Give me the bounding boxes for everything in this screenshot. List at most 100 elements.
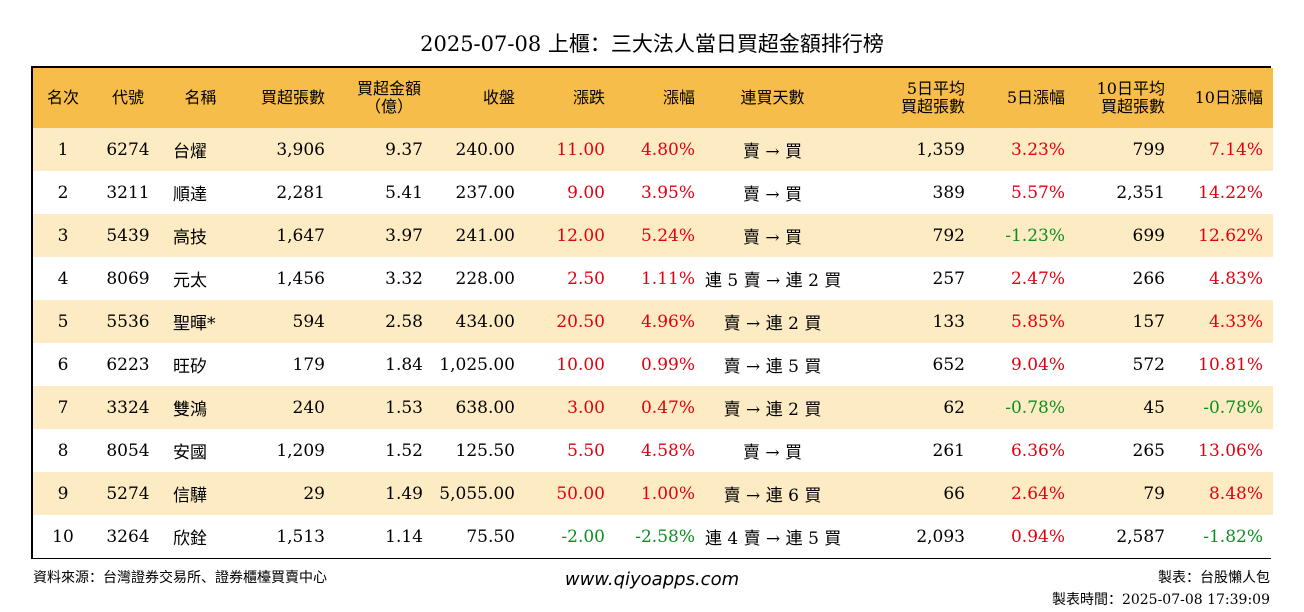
cell-code: 5536: [106, 311, 150, 332]
cell-chg5: 5.85%: [1010, 311, 1065, 332]
cell-change: 11.00: [556, 139, 605, 160]
cell-change: 12.00: [556, 225, 605, 246]
cell-buy-shares: 1,647: [276, 225, 325, 246]
cell-avg5: 62: [943, 397, 965, 418]
cell-change: 50.00: [556, 483, 605, 504]
cell-rank: 7: [57, 397, 69, 418]
cell-buy-amount: 2.58: [385, 311, 423, 332]
cell-rank: 2: [57, 182, 69, 203]
cell-chg5: 3.23%: [1010, 139, 1065, 160]
cell-streak: 賣 → 買: [742, 185, 803, 205]
cell-change-pct: 4.58%: [640, 440, 695, 461]
made-time: 製表時間：2025-07-08 17:39:09: [1051, 592, 1270, 608]
header-buy-amount-line1: 買超金額: [356, 79, 421, 98]
website-link[interactable]: www.qiyoapps.com: [564, 569, 740, 590]
cell-change-pct: -2.58%: [635, 526, 695, 547]
cell-avg10: 699: [1132, 225, 1165, 246]
cell-chg5: 2.47%: [1010, 268, 1065, 289]
cell-avg5: 133: [932, 311, 965, 332]
cell-rank: 1: [57, 139, 69, 160]
cell-buy-amount: 3.32: [385, 268, 423, 289]
cell-chg5: 0.94%: [1010, 526, 1065, 547]
cell-streak: 賣 → 連 2 買: [723, 314, 822, 334]
cell-change: -2.00: [561, 526, 605, 547]
header-buy-shares: 買超張數: [260, 88, 325, 107]
cell-chg10: 10.81%: [1198, 354, 1263, 375]
header-avg5-line2: 買超張數: [900, 97, 965, 116]
cell-close: 638.00: [455, 397, 515, 418]
table-row: 7 3324 雙鴻 240 1.53 638.00 3.00 0.47% 賣 → 連 2 買 62…: [33, 386, 1273, 429]
cell-close: 241.00: [455, 225, 515, 246]
cell-change: 3.00: [567, 397, 605, 418]
cell-name: 順達: [173, 185, 207, 205]
cell-chg10: 4.33%: [1208, 311, 1263, 332]
cell-streak: 賣 → 買: [742, 443, 803, 463]
cell-avg5: 652: [932, 354, 965, 375]
cell-code: 6274: [106, 139, 150, 160]
cell-name: 台燿: [173, 142, 207, 162]
table-row: 8 8054 安國 1,209 1.52 125.50 5.50 4.58% 賣 → 買 261 6…: [33, 429, 1273, 472]
ranking-table: 名次 代號 名稱 買超張數 買超金額 （億） 收盤 漲跌 漲幅 連買天數 5日平…: [31, 66, 1273, 559]
cell-close: 5,055.00: [439, 483, 515, 504]
cell-avg10: 157: [1132, 311, 1165, 332]
cell-avg10: 572: [1132, 354, 1165, 375]
cell-chg10: 7.14%: [1208, 139, 1263, 160]
cell-change-pct: 3.95%: [640, 182, 695, 203]
cell-chg10: 4.83%: [1208, 268, 1263, 289]
cell-code: 3264: [106, 526, 150, 547]
cell-change-pct: 1.11%: [640, 268, 695, 289]
cell-rank: 10: [52, 526, 74, 547]
cell-streak: 連 5 賣 → 連 2 買: [705, 271, 842, 291]
cell-avg5: 261: [932, 440, 965, 461]
table-row: 9 5274 信驊 29 1.49 5,055.00 50.00 1.00% 賣 → 連 6 買…: [33, 472, 1273, 515]
header-buy-amount: 買超金額 （億）: [335, 68, 433, 128]
cell-close: 237.00: [455, 182, 515, 203]
cell-buy-shares: 2,281: [276, 182, 325, 203]
table-row: 3 5439 高技 1,647 3.97 241.00 12.00 5.24% 賣 → 買 792…: [33, 214, 1273, 257]
cell-buy-amount: 1.84: [385, 354, 423, 375]
cell-close: 228.00: [455, 268, 515, 289]
cell-change: 2.50: [567, 268, 605, 289]
cell-avg5: 257: [932, 268, 965, 289]
cell-rank: 9: [57, 483, 69, 504]
header-avg10-line2: 買超張數: [1100, 97, 1165, 116]
table-row: 1 6274 台燿 3,906 9.37 240.00 11.00 4.80% 賣 → 買 1,3…: [33, 128, 1273, 171]
cell-streak: 賣 → 買: [742, 142, 803, 162]
cell-name: 雙鴻: [173, 400, 207, 420]
header-close: 收盤: [482, 88, 515, 107]
cell-close: 434.00: [455, 311, 515, 332]
cell-name: 欣銓: [173, 529, 207, 549]
cell-code: 3211: [106, 182, 150, 203]
cell-change-pct: 4.80%: [640, 139, 695, 160]
cell-code: 5439: [106, 225, 150, 246]
header-avg10-line1: 10日平均: [1096, 79, 1165, 98]
header-streak: 連買天數: [740, 88, 805, 107]
cell-chg10: 13.06%: [1198, 440, 1263, 461]
cell-change-pct: 5.24%: [640, 225, 695, 246]
cell-buy-shares: 1,209: [276, 440, 325, 461]
cell-avg5: 389: [932, 182, 965, 203]
data-source: 資料來源：台灣證券交易所、證券櫃檯買賣中心: [33, 570, 327, 586]
header-chg5: 5日漲幅: [1006, 88, 1065, 107]
cell-chg10: 12.62%: [1198, 225, 1263, 246]
cell-buy-amount: 9.37: [385, 139, 423, 160]
cell-avg5: 66: [943, 483, 965, 504]
table-row: 5 5536 聖暉* 594 2.58 434.00 20.50 4.96% 賣 → 連 2 買…: [33, 300, 1273, 343]
header-change-pct: 漲幅: [662, 88, 695, 107]
header-name: 名稱: [184, 88, 217, 107]
cell-avg10: 79: [1143, 483, 1165, 504]
cell-chg5: -0.78%: [1005, 397, 1065, 418]
table-row: 10 3264 欣銓 1,513 1.14 75.50 -2.00 -2.58% 連 4 賣 →…: [33, 515, 1273, 558]
cell-chg5: 6.36%: [1010, 440, 1065, 461]
cell-avg5: 2,093: [916, 526, 965, 547]
table-body: 1 6274 台燿 3,906 9.37 240.00 11.00 4.80% 賣 → 買 1,3…: [33, 128, 1273, 558]
cell-buy-shares: 240: [292, 397, 325, 418]
cell-close: 1,025.00: [439, 354, 515, 375]
header-avg10: 10日平均 買超張數: [1075, 68, 1175, 128]
cell-change-pct: 4.96%: [640, 311, 695, 332]
cell-change: 5.50: [567, 440, 605, 461]
cell-name: 元太: [173, 271, 207, 291]
cell-streak: 賣 → 連 2 買: [723, 400, 822, 420]
table-row: 4 8069 元太 1,456 3.32 228.00 2.50 1.11% 連 5 賣 → 連…: [33, 257, 1273, 300]
cell-change-pct: 0.99%: [640, 354, 695, 375]
